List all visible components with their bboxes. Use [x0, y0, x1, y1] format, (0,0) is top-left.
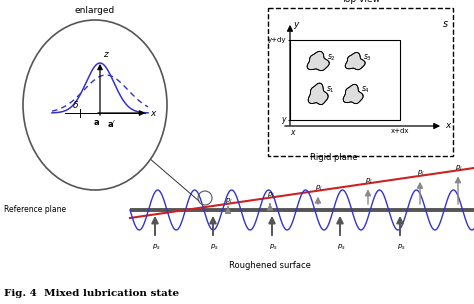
- Text: y: y: [282, 116, 286, 125]
- Text: $p_s$: $p_s$: [397, 242, 405, 252]
- Text: Reference plane: Reference plane: [4, 205, 66, 213]
- Text: x: x: [290, 128, 294, 137]
- Text: $p_l$: $p_l$: [225, 197, 233, 206]
- Text: x: x: [445, 122, 450, 130]
- Text: Top view: Top view: [341, 0, 380, 4]
- Text: $p_l$: $p_l$: [417, 169, 425, 178]
- Text: Rigid plane: Rigid plane: [310, 154, 357, 163]
- Text: $p_l$: $p_l$: [315, 184, 323, 193]
- Text: Roughened surface: Roughened surface: [229, 261, 311, 270]
- Text: enlarged: enlarged: [75, 6, 115, 15]
- Text: $p_l$: $p_l$: [365, 177, 373, 186]
- Text: y: y: [293, 20, 298, 29]
- Bar: [290, 40, 400, 120]
- Polygon shape: [345, 53, 365, 70]
- Text: $s_3$: $s_3$: [363, 53, 372, 63]
- Text: y+dy: y+dy: [267, 37, 286, 43]
- Text: Fig. 4  Mixed lubrication state: Fig. 4 Mixed lubrication state: [4, 289, 179, 298]
- FancyBboxPatch shape: [268, 8, 453, 156]
- Text: $\mathbf{a}$: $\mathbf{a}$: [93, 118, 100, 127]
- Text: x+dx: x+dx: [391, 128, 409, 134]
- Polygon shape: [308, 83, 328, 105]
- Text: $p_s$: $p_s$: [152, 242, 160, 252]
- Text: $\delta$: $\delta$: [73, 99, 80, 110]
- Text: $s_1$: $s_1$: [326, 85, 335, 95]
- Text: x: x: [150, 109, 155, 118]
- Text: $s_2$: $s_2$: [327, 53, 336, 63]
- Text: $p_s$: $p_s$: [269, 242, 277, 252]
- Text: $p_l$: $p_l$: [455, 164, 463, 173]
- Text: z: z: [103, 50, 108, 59]
- Text: $\mathbf{a'}$: $\mathbf{a'}$: [108, 118, 117, 129]
- Text: $p_s$: $p_s$: [210, 242, 219, 252]
- Text: s: s: [442, 19, 447, 29]
- Polygon shape: [307, 51, 329, 71]
- Ellipse shape: [23, 20, 167, 190]
- Text: $p_s$: $p_s$: [337, 242, 346, 252]
- Polygon shape: [343, 84, 363, 104]
- Text: $p_l$: $p_l$: [267, 191, 275, 200]
- Text: $s_4$: $s_4$: [361, 85, 370, 95]
